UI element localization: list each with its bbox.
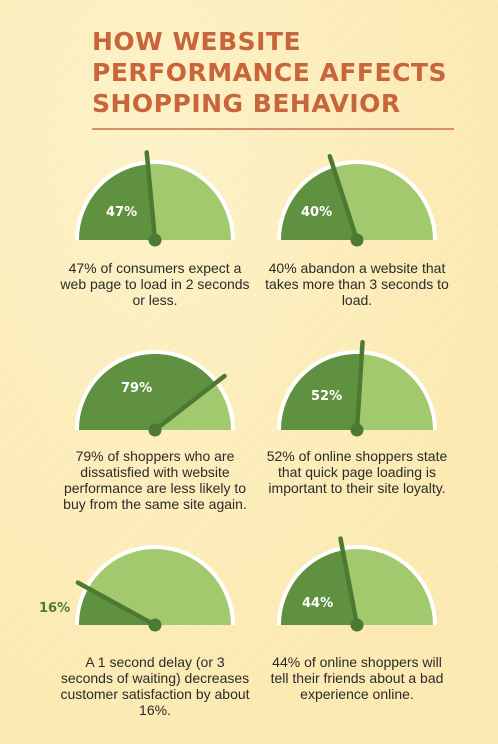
gauge-hub (350, 233, 364, 247)
gauge-4-percent: 52% (311, 389, 343, 404)
title-line-3: SHOPPING BEHAVIOR (92, 89, 401, 118)
gauge-fill (281, 354, 362, 430)
gauge-needle (152, 373, 227, 433)
stat-6-caption: 44% of online shoppers will tell their f… (270, 654, 444, 702)
stat-1-caption: 47% of consumers expect a web page to lo… (60, 260, 250, 308)
gauge-6-percent: 44% (302, 596, 334, 611)
gauge-fill (281, 550, 357, 625)
gauge-hub (148, 233, 162, 247)
gauge-needle (354, 339, 365, 433)
gauge-hub (148, 618, 162, 632)
gauge-needle (75, 580, 158, 628)
gauge-hub (148, 423, 162, 437)
gauge-2-dial (277, 154, 437, 247)
gauge-1 (70, 150, 240, 250)
gauge-fill (79, 354, 216, 430)
page-title: HOW WEBSITE PERFORMANCE AFFECTS SHOPPING… (92, 26, 472, 119)
gauge-3-dial (75, 350, 235, 437)
gauge-6-dial (277, 536, 437, 632)
gauge-1-dial (75, 150, 235, 247)
gauge-3-percent: 79% (121, 381, 153, 396)
stat-2-caption: 40% abandon a website that takes more th… (265, 260, 449, 308)
gauge-hub (350, 423, 364, 437)
gauge-1-percent: 47% (106, 205, 138, 220)
gauge-fill (79, 164, 155, 240)
title-divider (92, 128, 454, 130)
gauge-4-dial (277, 339, 437, 437)
stat-5-caption: A 1 second delay (or 3 seconds of waitin… (60, 654, 250, 718)
gauge-5 (70, 535, 240, 635)
title-line-2: PERFORMANCE AFFECTS (92, 58, 447, 87)
gauge-3 (70, 340, 240, 440)
gauge-needle (144, 150, 158, 243)
gauge-6 (272, 535, 442, 635)
gauge-4 (272, 339, 442, 440)
gauge-hub (350, 618, 364, 632)
gauge-5-percent: 16% (39, 601, 71, 616)
stat-4-caption: 52% of online shoppers state that quick … (266, 448, 448, 496)
gauge-2 (272, 150, 442, 250)
gauge-needle (338, 536, 360, 628)
gauge-5-dial (75, 545, 235, 632)
gauge-2-percent: 40% (301, 205, 333, 220)
title-line-1: HOW WEBSITE (92, 27, 302, 56)
gauge-needle (327, 154, 360, 243)
stat-3-caption: 79% of shoppers who are dissatisfied wit… (63, 448, 247, 512)
